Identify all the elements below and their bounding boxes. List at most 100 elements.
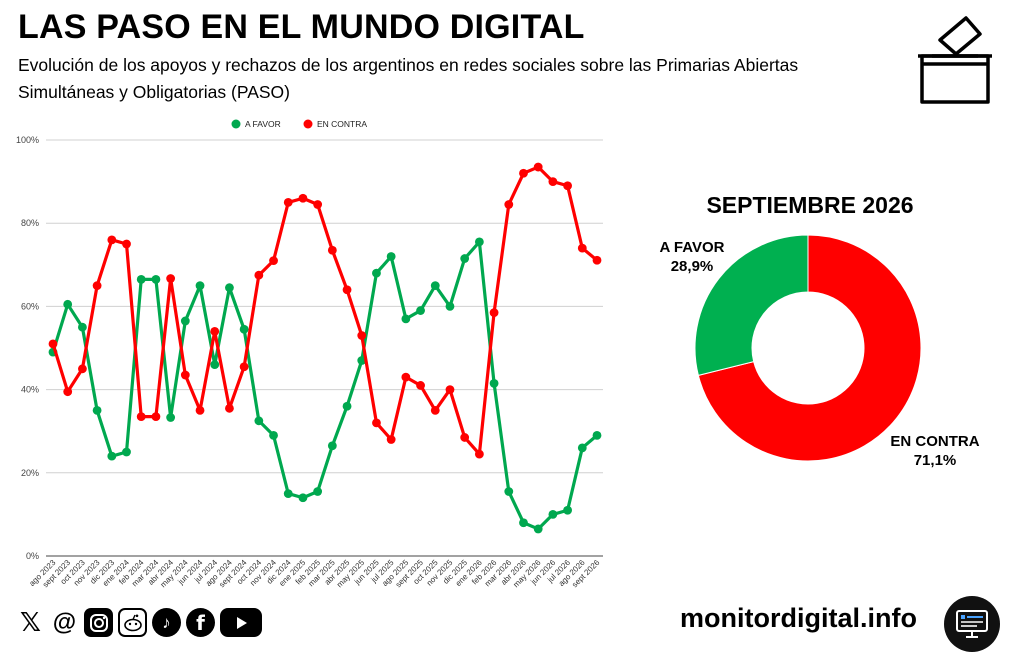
data-point: [48, 339, 58, 349]
data-point: [563, 505, 572, 515]
data-point: [283, 489, 293, 498]
data-point: [577, 443, 587, 453]
instagram-icon[interactable]: [84, 608, 113, 637]
data-point: [357, 356, 367, 365]
y-tick-label: 100%: [16, 135, 39, 145]
y-tick-label: 60%: [21, 301, 39, 311]
data-point: [504, 200, 514, 209]
data-point: [239, 362, 249, 372]
data-point: [166, 274, 176, 283]
data-point: [313, 200, 323, 209]
pie-label-contra: EN CONTRA 71,1%: [880, 432, 990, 470]
pie-label-contra-value: 71,1%: [913, 452, 957, 469]
data-point: [577, 243, 587, 253]
y-tick-label: 40%: [21, 385, 39, 395]
data-point: [592, 430, 602, 440]
data-point: [122, 239, 131, 249]
data-point: [92, 406, 102, 415]
tiktok-icon[interactable]: ♪: [152, 608, 181, 637]
data-point: [180, 316, 190, 326]
youtube-icon[interactable]: [220, 608, 262, 637]
data-point: [548, 510, 558, 519]
data-point: [592, 255, 602, 265]
data-point: [269, 430, 278, 440]
page-title: LAS PASO EN EL MUNDO DIGITAL: [18, 8, 585, 46]
data-point: [122, 447, 131, 457]
site-url[interactable]: monitordigital.info: [680, 603, 917, 633]
y-tick-label: 20%: [21, 468, 39, 478]
social-icons: 𝕏 @ ♪ f: [16, 607, 262, 637]
data-point: [107, 235, 117, 245]
data-point: [210, 360, 220, 370]
data-point: [357, 331, 367, 340]
data-point: [474, 449, 484, 459]
facebook-icon[interactable]: f: [186, 608, 215, 637]
data-point: [386, 435, 396, 444]
data-point: [92, 281, 102, 290]
data-point: [401, 372, 411, 382]
data-point: [445, 302, 455, 311]
data-point: [195, 281, 205, 290]
data-point: [386, 252, 396, 261]
chart-legend: A FAVOR EN CONTRA: [231, 119, 367, 129]
pie-label-contra-name: EN CONTRA: [890, 433, 980, 450]
pie-title: SEPTIEMBRE 2026: [706, 192, 914, 218]
x-icon[interactable]: 𝕏: [16, 607, 45, 637]
data-point: [504, 487, 514, 496]
data-point: [136, 274, 146, 284]
data-point: [533, 162, 543, 172]
threads-icon[interactable]: @: [50, 608, 79, 637]
data-point: [313, 487, 323, 496]
data-point: [430, 281, 440, 290]
data-point: [151, 274, 161, 284]
legend-label: EN CONTRA: [317, 119, 367, 129]
data-point: [342, 285, 352, 295]
data-point: [327, 245, 337, 255]
ballot-box-icon: [918, 16, 992, 104]
series-line: [51, 165, 599, 456]
data-point: [460, 433, 470, 442]
monitor-icon: [944, 596, 1000, 652]
slice-a-favor: [694, 234, 809, 377]
data-point: [489, 308, 499, 318]
data-point: [533, 524, 543, 534]
data-point: [548, 177, 558, 186]
y-tick-label: 80%: [21, 218, 39, 228]
data-point: [283, 198, 293, 207]
line-chart: A FAVOR EN CONTRA 0% 20% 40% 60% 80% 100% ago …: [16, 119, 603, 589]
data-point: [78, 364, 87, 374]
data-point: [401, 314, 411, 324]
reddit-icon[interactable]: [118, 608, 147, 637]
data-point: [254, 416, 264, 426]
data-point: [166, 413, 176, 422]
data-point: [519, 518, 528, 528]
data-point: [151, 412, 161, 422]
page-subtitle: Evolución de los apoyos y rechazos de lo…: [18, 55, 799, 102]
data-point: [269, 256, 278, 266]
data-point: [180, 370, 190, 380]
data-point: [445, 385, 455, 394]
slice-en-contra: [697, 234, 922, 462]
data-point: [225, 283, 234, 293]
data-point: [195, 406, 205, 415]
data-point: [430, 406, 440, 415]
pie-label-favor-value: 28,9%: [670, 258, 714, 275]
chart-grid: [46, 139, 603, 557]
series-a-favor: [48, 237, 602, 534]
data-point: [78, 322, 87, 332]
data-point: [474, 237, 484, 247]
data-point: [416, 381, 425, 390]
data-point: [225, 403, 234, 413]
data-point: [372, 418, 381, 428]
data-point: [298, 493, 308, 503]
legend-marker: [303, 119, 313, 129]
data-point: [327, 441, 337, 451]
data-point: [489, 378, 499, 388]
data-point: [298, 193, 308, 203]
data-point: [519, 168, 528, 178]
pie-label-favor: A FAVOR 28,9%: [652, 238, 732, 276]
series-line: [51, 240, 599, 531]
legend-marker: [231, 119, 241, 129]
data-point: [239, 324, 249, 334]
pie-label-favor-name: A FAVOR: [659, 239, 725, 256]
